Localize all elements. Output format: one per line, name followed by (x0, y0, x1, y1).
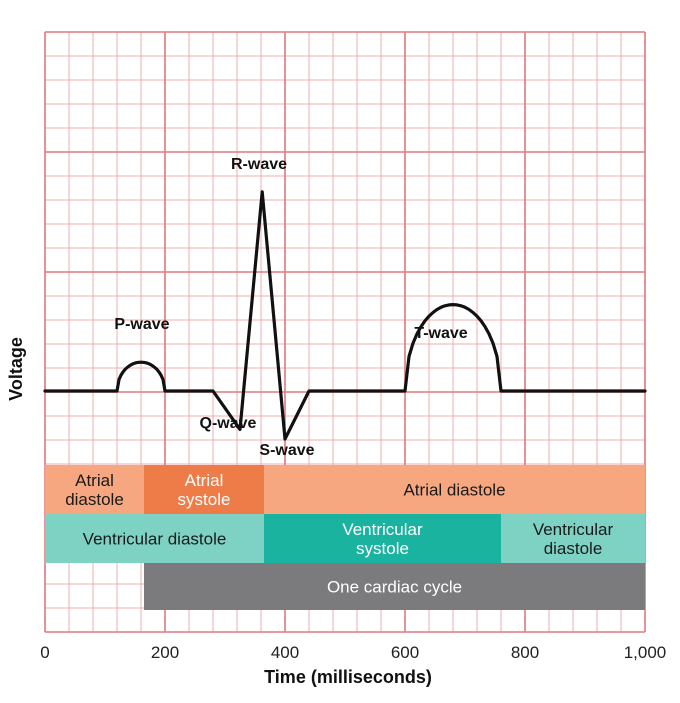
phase-band-label: systole (356, 539, 409, 558)
phase-band-label: One cardiac cycle (327, 578, 462, 597)
r-wave-label: R-wave (231, 156, 287, 173)
phase-band-atrial (45, 465, 144, 514)
phase-band-label: Ventricular diastole (83, 530, 227, 549)
phase-band-label: systole (178, 490, 231, 509)
phase-band-ventricular (45, 514, 264, 563)
x-tick-label: 400 (271, 643, 299, 662)
phase-band-label: Atrial diastole (403, 481, 505, 500)
phase-band-label: Ventricular (533, 520, 614, 539)
y-axis-label: Voltage (6, 337, 26, 401)
phase-band-label: Atrial (185, 471, 224, 490)
phase-band-atrial (264, 465, 645, 514)
x-tick-label: 1,000 (624, 643, 667, 662)
x-tick-label: 200 (151, 643, 179, 662)
x-tick-label: 800 (511, 643, 539, 662)
x-tick-label: 600 (391, 643, 419, 662)
phase-band-atrial (144, 465, 264, 514)
x-axis-ticks: 0 200 400 600 800 1,000 (40, 643, 666, 662)
x-axis-label: Time (milliseconds) (264, 667, 432, 687)
phase-band-cycle (144, 563, 645, 610)
s-wave-label: S-wave (259, 442, 314, 459)
p-wave-label: P-wave (114, 316, 169, 333)
q-wave-label: Q-wave (200, 415, 257, 432)
phase-band-ventricular (264, 514, 501, 563)
phase-band-label: Ventricular (342, 520, 423, 539)
phase-band-ventricular (501, 514, 645, 563)
t-wave-label: T-wave (414, 325, 467, 342)
x-tick-label: 0 (40, 643, 49, 662)
phase-band-label: Atrial (75, 471, 114, 490)
phase-band-label: diastole (65, 490, 124, 509)
ecg-trace (43, 190, 647, 441)
phase-band-label: diastole (544, 539, 603, 558)
